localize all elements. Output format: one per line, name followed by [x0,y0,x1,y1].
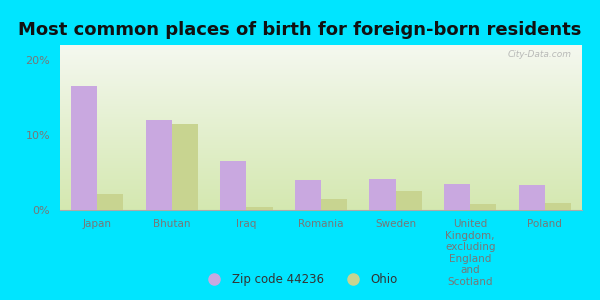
Bar [247,207,272,210]
Bar [518,185,545,210]
Text: City-Data.com: City-Data.com [508,50,572,59]
Bar [395,191,422,210]
Bar [321,199,347,210]
Legend: Zip code 44236, Ohio: Zip code 44236, Ohio [197,269,403,291]
Bar [444,184,470,210]
Bar [220,161,247,210]
Bar [470,204,496,210]
Bar [97,194,124,210]
Bar [172,124,198,210]
Bar [146,120,172,210]
Bar [295,180,321,210]
Bar [370,178,395,210]
Bar [71,86,97,210]
Bar [545,202,571,210]
Text: Most common places of birth for foreign-born residents: Most common places of birth for foreign-… [19,21,581,39]
